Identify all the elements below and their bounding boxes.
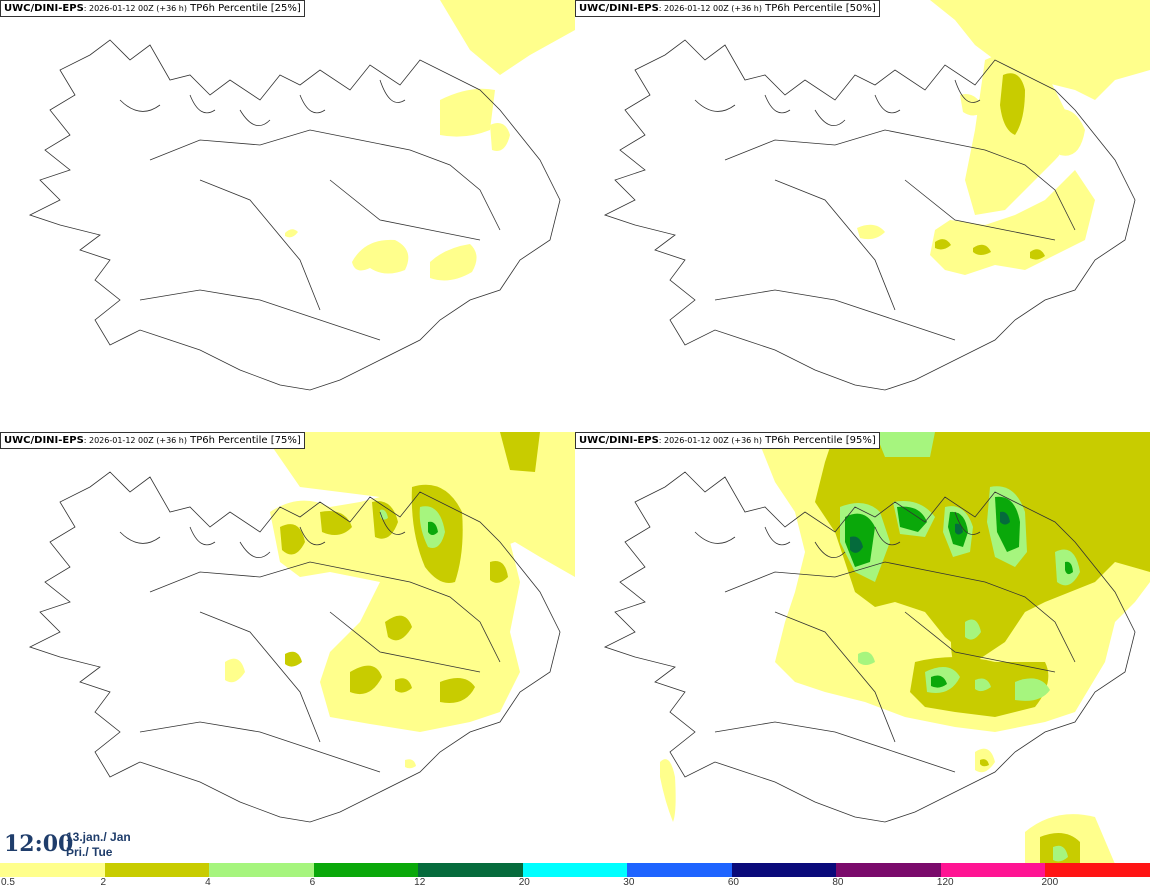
precip-map: [603, 432, 1150, 864]
colorbar-tick-label: 12: [414, 877, 426, 888]
colorbar-segment: [1045, 863, 1150, 877]
colorbar-segment: [209, 863, 314, 877]
colorbar-segment: [313, 863, 419, 877]
colorbar-segment: [104, 863, 210, 877]
panel-title: UWC/DINI-EPS: 2026-01-12 00Z (+36 h) TP6…: [0, 432, 305, 449]
valid-weekday: Þri./ Tue: [66, 845, 113, 859]
precip-colorbar: [0, 863, 1150, 877]
colorbar-tick-label: 60: [727, 877, 739, 888]
precip-map: [28, 0, 575, 391]
colorbar-tick-label: 2: [100, 877, 107, 888]
map-panel-p95: UWC/DINI-EPS: 2026-01-12 00Z (+36 h) TP6…: [575, 432, 1150, 864]
colorbar-tick-label: 30: [623, 877, 635, 888]
colorbar-tick-label: 200: [1041, 877, 1059, 888]
iceland-coastline: [28, 39, 561, 391]
colorbar-segment: [522, 863, 628, 877]
map-panel-p25: UWC/DINI-EPS: 2026-01-12 00Z (+36 h) TP6…: [0, 0, 575, 432]
panel-title: UWC/DINI-EPS: 2026-01-12 00Z (+36 h) TP6…: [575, 432, 880, 449]
colorbar-segment: [731, 863, 837, 877]
colorbar-segment: [836, 863, 941, 877]
colorbar-segment: [418, 863, 523, 877]
colorbar-tick-label: 0.5: [1, 877, 15, 888]
precip-map: [28, 432, 575, 823]
valid-date: 13.jan./ Jan: [66, 830, 131, 844]
iceland-coastline: [28, 471, 561, 823]
colorbar-segment: [940, 863, 1046, 877]
precip-map: [603, 0, 1150, 391]
colorbar-tick-label: 80: [832, 877, 844, 888]
valid-time-box: 12:00 13.jan./ Jan Þri./ Tue: [0, 827, 137, 863]
colorbar-tick-label: 4: [205, 877, 211, 888]
iceland-coastline: [603, 471, 1136, 823]
colorbar-tick-label: 20: [518, 877, 530, 888]
panel-title: UWC/DINI-EPS: 2026-01-12 00Z (+36 h) TP6…: [575, 0, 880, 17]
colorbar-ticks: 0.5 2 4 6 12 20 30 60 80 120 200: [0, 877, 1150, 891]
colorbar-segment: [627, 863, 732, 877]
map-panel-p75: UWC/DINI-EPS: 2026-01-12 00Z (+36 h) TP6…: [0, 432, 575, 864]
map-panel-p50: UWC/DINI-EPS: 2026-01-12 00Z (+36 h) TP6…: [575, 0, 1150, 432]
panel-title: UWC/DINI-EPS: 2026-01-12 00Z (+36 h) TP6…: [0, 0, 305, 17]
iceland-coastline: [603, 39, 1136, 391]
colorbar-segment: [0, 863, 105, 877]
colorbar-tick-label: 6: [309, 877, 316, 888]
colorbar-tick-label: 120: [936, 877, 954, 888]
valid-time: 12:00: [4, 831, 74, 857]
